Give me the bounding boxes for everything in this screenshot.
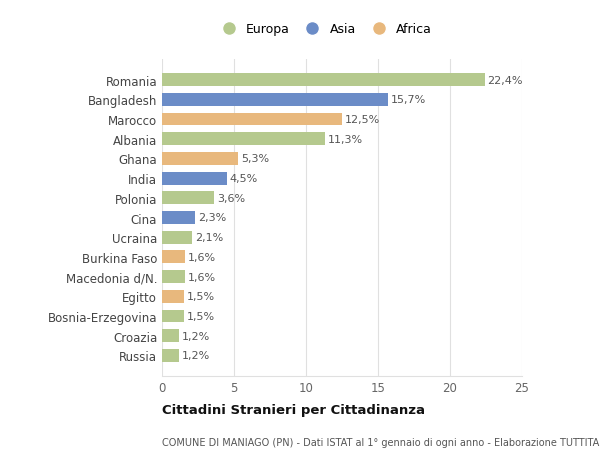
- Text: 3,6%: 3,6%: [217, 193, 245, 203]
- Text: 1,5%: 1,5%: [187, 291, 215, 302]
- Text: 1,2%: 1,2%: [182, 331, 211, 341]
- Bar: [162, 192, 214, 205]
- Text: 5,3%: 5,3%: [241, 154, 269, 164]
- Bar: [162, 212, 195, 224]
- Bar: [162, 172, 227, 185]
- Text: 4,5%: 4,5%: [230, 174, 258, 184]
- Bar: [162, 113, 342, 126]
- Legend: Europa, Asia, Africa: Europa, Asia, Africa: [211, 18, 437, 41]
- Text: 15,7%: 15,7%: [391, 95, 426, 105]
- Text: 12,5%: 12,5%: [345, 115, 380, 125]
- Text: 1,5%: 1,5%: [187, 311, 215, 321]
- Bar: [162, 74, 485, 87]
- Text: 1,6%: 1,6%: [188, 252, 216, 263]
- Bar: [162, 231, 192, 244]
- Text: 2,1%: 2,1%: [195, 233, 223, 243]
- Bar: [162, 290, 184, 303]
- Text: 1,6%: 1,6%: [188, 272, 216, 282]
- Bar: [162, 251, 185, 264]
- Bar: [162, 133, 325, 146]
- Text: 1,2%: 1,2%: [182, 351, 211, 361]
- Text: 22,4%: 22,4%: [487, 75, 523, 85]
- Bar: [162, 310, 184, 323]
- Text: 2,3%: 2,3%: [198, 213, 226, 223]
- Text: COMUNE DI MANIAGO (PN) - Dati ISTAT al 1° gennaio di ogni anno - Elaborazione TU: COMUNE DI MANIAGO (PN) - Dati ISTAT al 1…: [162, 437, 600, 447]
- Bar: [162, 94, 388, 106]
- Text: 11,3%: 11,3%: [328, 134, 363, 145]
- Bar: [162, 330, 179, 342]
- Text: Cittadini Stranieri per Cittadinanza: Cittadini Stranieri per Cittadinanza: [162, 403, 425, 416]
- Bar: [162, 153, 238, 165]
- Bar: [162, 349, 179, 362]
- Bar: [162, 271, 185, 283]
